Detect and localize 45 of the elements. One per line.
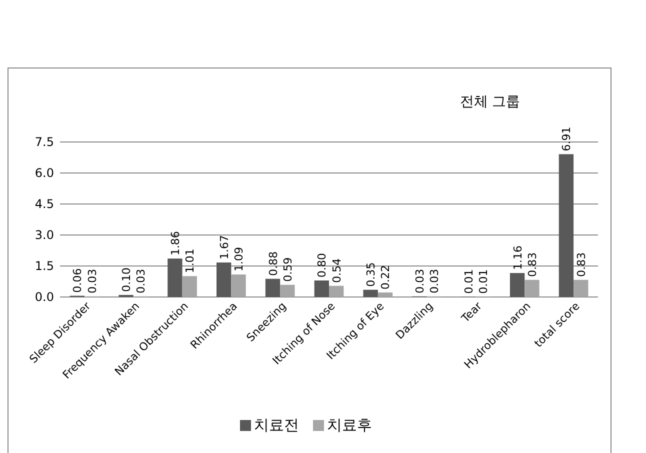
data-label: 0.80 xyxy=(316,252,329,278)
y-tick-label: 0.0 xyxy=(34,290,54,304)
data-label: 0.03 xyxy=(428,268,442,294)
bar xyxy=(329,286,344,297)
data-label: 0.03 xyxy=(413,268,426,294)
bar xyxy=(168,258,182,297)
y-tick-label: 3.0 xyxy=(34,228,54,242)
data-label: 0.03 xyxy=(86,268,99,294)
data-label: 0.01 xyxy=(462,269,476,294)
data-label: 1.09 xyxy=(232,246,246,272)
bar xyxy=(231,274,246,297)
bar xyxy=(363,290,378,297)
chart-title: 전체 그룹 xyxy=(460,94,520,110)
bar xyxy=(378,292,393,297)
bar xyxy=(182,276,197,297)
data-label: 1.86 xyxy=(168,231,182,256)
data-label: 1.67 xyxy=(218,234,231,260)
bar xyxy=(265,278,280,297)
y-tick-label: 4.5 xyxy=(34,196,54,211)
bar xyxy=(280,284,295,297)
y-tick-label: 6.0 xyxy=(34,166,54,180)
data-label: 0.10 xyxy=(120,267,134,292)
bar xyxy=(216,262,232,297)
data-label: 0.54 xyxy=(330,258,344,283)
data-label: 0.83 xyxy=(574,252,588,277)
legend-label: 치료후 xyxy=(327,416,372,434)
data-label: 0.03 xyxy=(134,268,148,294)
data-label: 0.01 xyxy=(477,269,490,294)
data-label: 0.35 xyxy=(364,262,378,287)
y-tick-label: 1.5 xyxy=(34,258,54,273)
bar xyxy=(510,273,525,297)
data-label: 0.88 xyxy=(266,251,280,276)
y-tick-label: 7.5 xyxy=(34,134,54,149)
legend-label: 치료전 xyxy=(254,416,299,434)
data-label: 0.83 xyxy=(526,252,539,277)
data-label: 0.06 xyxy=(71,268,84,293)
data-label: 0.59 xyxy=(281,257,294,282)
bar xyxy=(558,154,574,297)
bar xyxy=(574,280,588,297)
bar xyxy=(524,280,540,297)
data-label: 1.16 xyxy=(511,246,524,270)
data-label: 6.91 xyxy=(560,126,574,152)
data-label: 0.22 xyxy=(379,264,392,290)
bar xyxy=(314,280,329,297)
data-label: 1.01 xyxy=(184,248,197,274)
